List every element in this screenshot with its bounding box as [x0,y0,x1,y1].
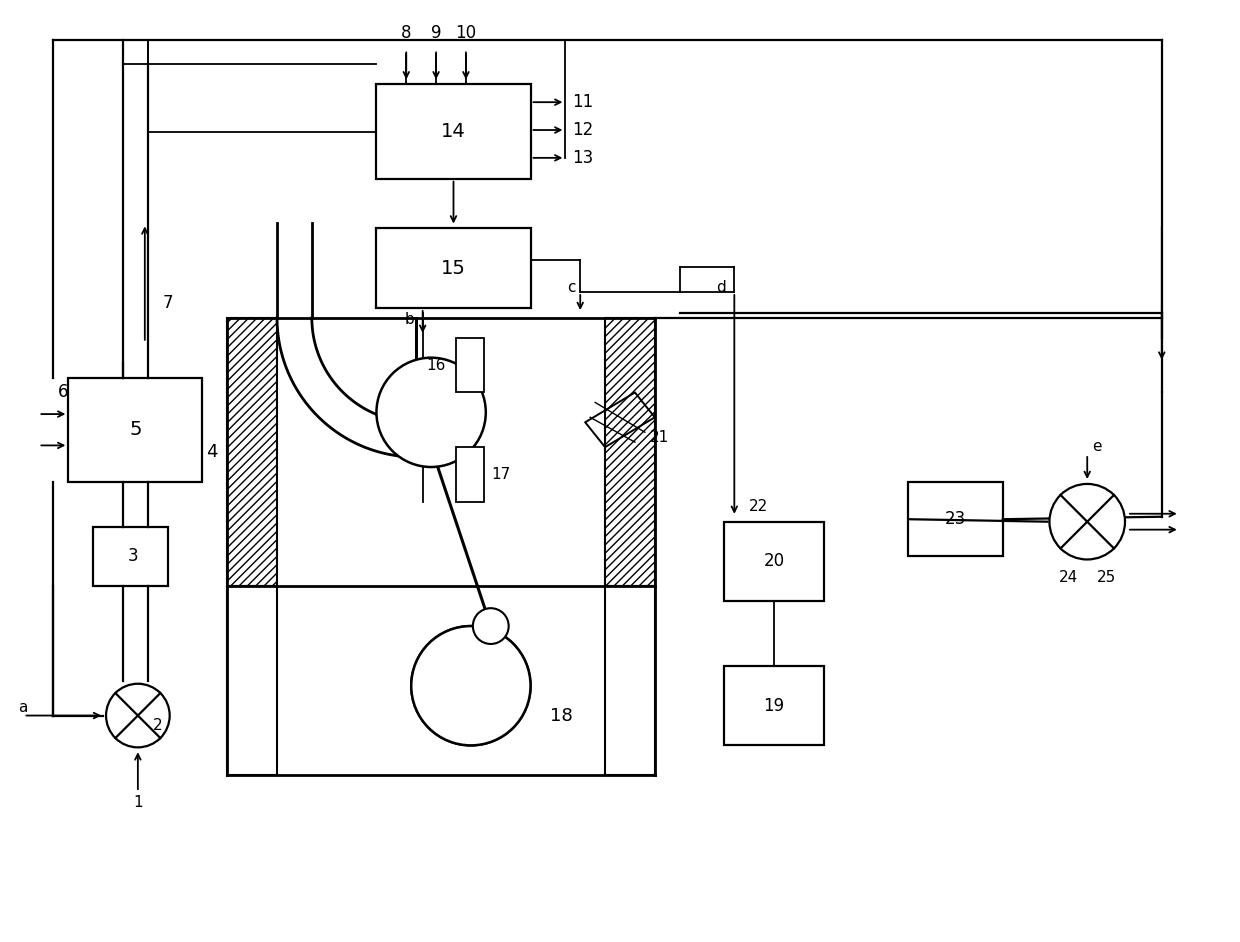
Text: 9: 9 [430,24,441,41]
Bar [227,586,277,775]
Text: 18: 18 [551,706,573,724]
Bar [605,317,655,586]
Text: 13: 13 [573,149,594,167]
Text: 17: 17 [492,467,511,482]
Text: 21: 21 [650,430,670,445]
Bar [456,338,484,393]
Text: 3: 3 [128,547,139,565]
Text: 23: 23 [945,511,966,528]
Text: b: b [405,313,414,328]
Text: 4: 4 [206,443,217,462]
Bar [377,229,531,308]
Text: 1: 1 [133,794,143,809]
Text: 6: 6 [58,382,69,401]
Bar [93,527,167,586]
Text: 24: 24 [1059,570,1078,585]
Text: c: c [567,280,575,295]
Text: 5: 5 [129,420,141,439]
Text: 8: 8 [401,24,412,41]
Bar [605,586,655,775]
Text: 22: 22 [749,499,769,514]
Text: 25: 25 [1096,570,1116,585]
Circle shape [472,609,508,644]
Bar [227,317,277,586]
Bar [377,84,531,179]
Circle shape [1049,484,1125,560]
Bar [724,522,823,601]
Circle shape [412,626,531,745]
Text: 15: 15 [441,259,466,278]
Text: 10: 10 [455,24,476,41]
Text: 7: 7 [162,294,174,312]
Bar [908,482,1003,557]
Bar [456,447,484,502]
Circle shape [412,626,531,745]
Circle shape [107,684,170,747]
Text: 2: 2 [153,718,162,733]
Text: 12: 12 [573,121,594,139]
Text: 11: 11 [573,93,594,111]
Text: 14: 14 [441,122,466,141]
Text: 19: 19 [764,696,785,715]
Text: e: e [1092,439,1101,454]
Text: 20: 20 [764,552,785,571]
Bar [724,666,823,745]
Text: a: a [19,700,29,715]
Text: d: d [717,280,727,295]
Bar [68,378,202,482]
Circle shape [377,358,486,467]
Text: 16: 16 [427,358,446,373]
